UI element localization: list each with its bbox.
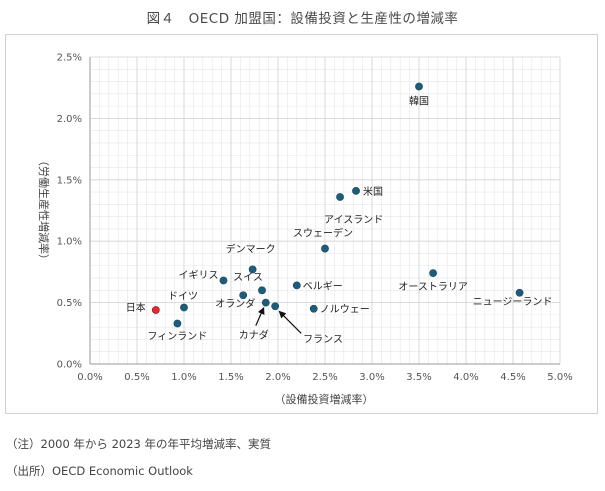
- y-tick-label: 2.5%: [57, 53, 82, 64]
- data-point: [180, 303, 188, 312]
- data-point: [309, 304, 318, 313]
- source-note: （出所）OECD Economic Outlook: [6, 464, 193, 478]
- data-point: [173, 319, 182, 328]
- data-point: [271, 302, 280, 311]
- point-label: スイス: [233, 272, 263, 283]
- data-point: [415, 82, 423, 91]
- y-tick-label: 0.0%: [57, 360, 82, 371]
- x-axis-label: （設備投資増減率）: [275, 392, 374, 406]
- y-tick-label: 2.0%: [57, 114, 82, 125]
- scatter-chart: 0.0% 0.5% 1.0% 1.5% 2.0% 2.5% 3.0% 3.5% 4.0% 4.5%…: [37, 53, 573, 407]
- x-tick-label: 2.5%: [312, 372, 337, 383]
- point-label: 韓国: [409, 95, 429, 107]
- point-label: フランス: [303, 333, 343, 345]
- data-point: [429, 269, 437, 278]
- x-tick-label: 1.5%: [218, 372, 243, 383]
- y-tick-label: 1.5%: [57, 175, 82, 186]
- data-point: [248, 265, 257, 274]
- data-point: [515, 288, 524, 297]
- data-point: [239, 291, 248, 300]
- footnote: （注）2000 年から 2023 年の年平均増減率、実質: [6, 437, 271, 451]
- x-tick-label: 2.0%: [265, 372, 290, 383]
- data-point: [321, 244, 329, 253]
- y-tick-label: 0.5%: [57, 298, 82, 309]
- point-label: 米国: [363, 185, 383, 198]
- annotation-arrows: [255, 306, 302, 334]
- x-tick-label: 4.5%: [500, 372, 525, 383]
- x-tick-label: 3.0%: [359, 372, 384, 383]
- point-label: ベルギー: [303, 280, 343, 292]
- point-label: フィンランド: [147, 330, 207, 342]
- point-label: カナダ: [239, 329, 269, 342]
- data-point: [219, 276, 228, 285]
- data-point: [352, 186, 360, 195]
- point-label: イギリス: [178, 269, 218, 281]
- axis-layer: 0.0% 0.5% 1.0% 1.5% 2.0% 2.5% 3.0% 3.5% 4.0% 4.5%…: [57, 53, 573, 384]
- point-label: 日本: [126, 301, 146, 314]
- y-tick-label: 1.0%: [57, 237, 82, 248]
- point-label: ドイツ: [168, 292, 198, 303]
- point-label: アイスランド: [324, 214, 383, 226]
- point-label: オランダ: [215, 297, 255, 310]
- data-point: [336, 193, 344, 201]
- x-tick-label: 0.5%: [124, 372, 149, 383]
- x-tick-label: 1.0%: [171, 372, 196, 383]
- point-label: デンマーク: [226, 242, 276, 255]
- data-point: [258, 286, 266, 295]
- y-axis-label: （労働生産性増減率）: [37, 155, 51, 265]
- x-tick-label: 0.0%: [77, 372, 102, 383]
- x-tick-label: 3.5%: [406, 372, 431, 383]
- chart-frame: [5, 34, 598, 414]
- grid-layer: [89, 56, 561, 365]
- data-points: [151, 82, 524, 328]
- point-label: スウェーデン: [293, 227, 353, 240]
- figure-title: 図４ OECD 加盟国：設備投資と生産性の増減率: [146, 11, 459, 27]
- point-label: ニュージーランド: [473, 296, 553, 308]
- x-tick-label: 5.0%: [547, 372, 572, 383]
- point-label: ノルウェー: [320, 304, 370, 316]
- annotation-arrow: [255, 306, 265, 326]
- data-point: [151, 306, 160, 314]
- x-tick-label: 4.0%: [453, 372, 478, 383]
- data-point: [261, 298, 270, 307]
- annotation-arrow: [278, 310, 302, 334]
- point-label: オーストラリア: [398, 281, 468, 293]
- data-point: [292, 281, 301, 290]
